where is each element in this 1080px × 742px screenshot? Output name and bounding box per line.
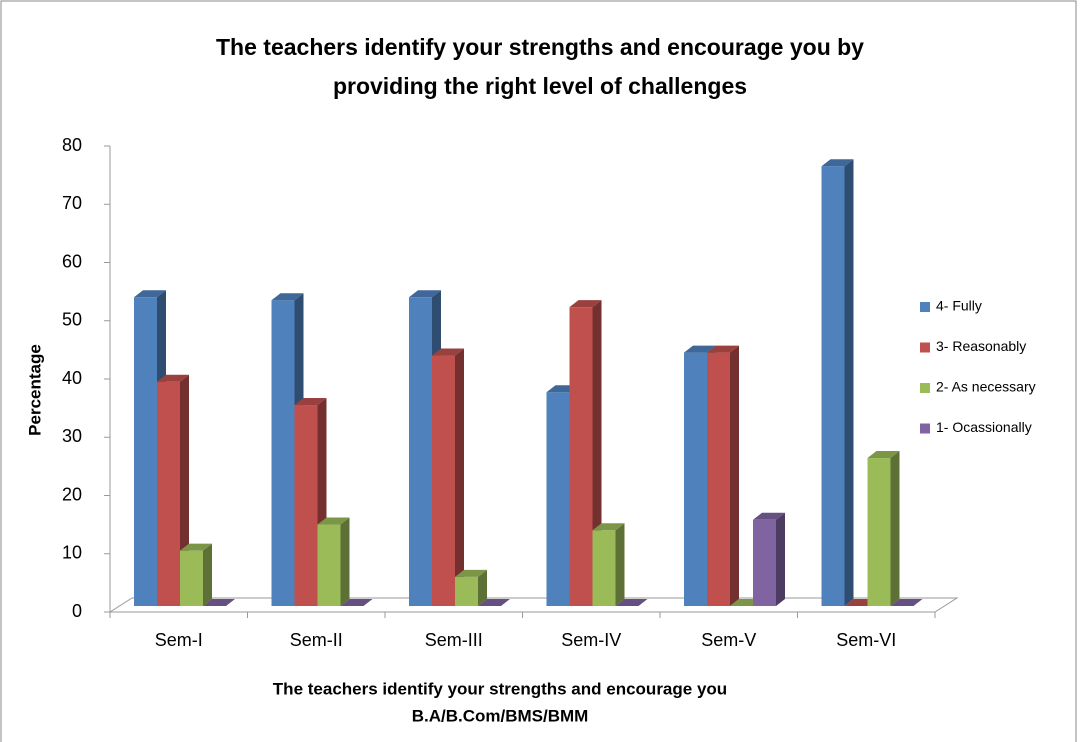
bar-face xyxy=(684,352,707,606)
bar xyxy=(592,523,625,606)
bar xyxy=(317,517,350,606)
bar xyxy=(753,512,785,606)
bar-face xyxy=(707,352,730,606)
legend-label: 2- As necessary xyxy=(936,379,1036,395)
bar-face xyxy=(134,290,166,298)
bar-face xyxy=(409,297,432,606)
bar xyxy=(432,348,464,606)
bar-face xyxy=(455,576,478,606)
bar-face xyxy=(409,290,441,298)
bar xyxy=(867,451,900,606)
bar-face xyxy=(592,523,625,531)
bar-face xyxy=(203,599,235,606)
bar-face xyxy=(455,348,464,606)
bar xyxy=(478,599,510,606)
bar-face xyxy=(432,355,455,606)
bar xyxy=(340,599,373,606)
bar-face xyxy=(294,405,318,606)
bar-face xyxy=(753,512,785,520)
legend-swatch xyxy=(920,342,930,353)
x-tick-label: Sem-I xyxy=(155,630,203,650)
bar-face xyxy=(615,599,648,606)
bar xyxy=(890,599,923,606)
bar-face xyxy=(592,530,616,606)
bar xyxy=(569,300,602,606)
bar xyxy=(821,159,854,606)
bar-face xyxy=(821,159,854,167)
bar-face xyxy=(271,293,304,301)
bar-face xyxy=(867,458,891,606)
bar-face xyxy=(478,599,510,606)
bar-face xyxy=(432,348,464,356)
bar-face xyxy=(684,345,716,353)
bar-face xyxy=(615,523,625,606)
legend-label: 1- Ocassionally xyxy=(936,419,1032,435)
y-axis-title: Percentage xyxy=(25,344,44,436)
bar-face xyxy=(455,569,487,577)
bar xyxy=(455,569,487,606)
x-axis-title: B.A/B.Com/BMS/BMM xyxy=(412,706,589,725)
x-tick-label: Sem-VI xyxy=(836,630,896,650)
y-tick-label: 10 xyxy=(62,543,82,563)
bar-face xyxy=(271,300,295,606)
bar-face xyxy=(340,517,350,606)
y-tick-label: 0 xyxy=(72,601,82,621)
bar xyxy=(203,599,235,606)
bar-face xyxy=(340,599,373,606)
legend-label: 3- Reasonably xyxy=(936,338,1026,354)
bar-face xyxy=(890,599,923,606)
bar-face xyxy=(890,451,900,606)
bar xyxy=(707,345,739,606)
x-tick-label: Sem-V xyxy=(701,630,756,650)
bar-face xyxy=(867,451,900,459)
bar-face xyxy=(776,512,785,606)
bar-face xyxy=(730,345,739,606)
x-tick-label: Sem-II xyxy=(290,630,343,650)
bar-face xyxy=(707,345,739,353)
bar xyxy=(615,599,648,606)
x-axis-title: The teachers identify your strengths and… xyxy=(273,679,727,698)
legend-label: 4- Fully xyxy=(936,298,982,314)
bar-face xyxy=(180,543,212,551)
chart-title: providing the right level of challenges xyxy=(333,73,747,99)
y-tick-label: 50 xyxy=(62,310,82,330)
bar-face xyxy=(157,381,180,606)
bar-face xyxy=(294,398,327,406)
bar xyxy=(180,543,212,606)
bar-face xyxy=(546,392,570,606)
chart-title: The teachers identify your strengths and… xyxy=(216,34,864,60)
bar-face xyxy=(844,159,854,606)
bar-face xyxy=(134,297,157,606)
bar-face xyxy=(180,550,203,606)
y-tick-label: 70 xyxy=(62,193,82,213)
y-tick-label: 40 xyxy=(62,368,82,388)
y-tick-label: 60 xyxy=(62,251,82,271)
bar-face xyxy=(821,166,845,606)
bar-face xyxy=(317,524,341,606)
x-tick-label: Sem-IV xyxy=(561,630,621,650)
bar-face xyxy=(317,517,350,525)
legend-swatch xyxy=(920,423,930,434)
y-tick-label: 20 xyxy=(62,484,82,504)
legend-swatch xyxy=(920,302,930,312)
bar-face xyxy=(157,374,189,382)
bar-face xyxy=(753,519,776,606)
legend-swatch xyxy=(920,383,930,393)
bar-face xyxy=(478,569,487,606)
x-tick-label: Sem-III xyxy=(425,630,483,650)
bar-face xyxy=(569,307,593,606)
y-tick-label: 80 xyxy=(62,135,82,155)
y-tick-label: 30 xyxy=(62,426,82,446)
bar-face xyxy=(203,543,212,606)
bar-face xyxy=(569,300,602,308)
